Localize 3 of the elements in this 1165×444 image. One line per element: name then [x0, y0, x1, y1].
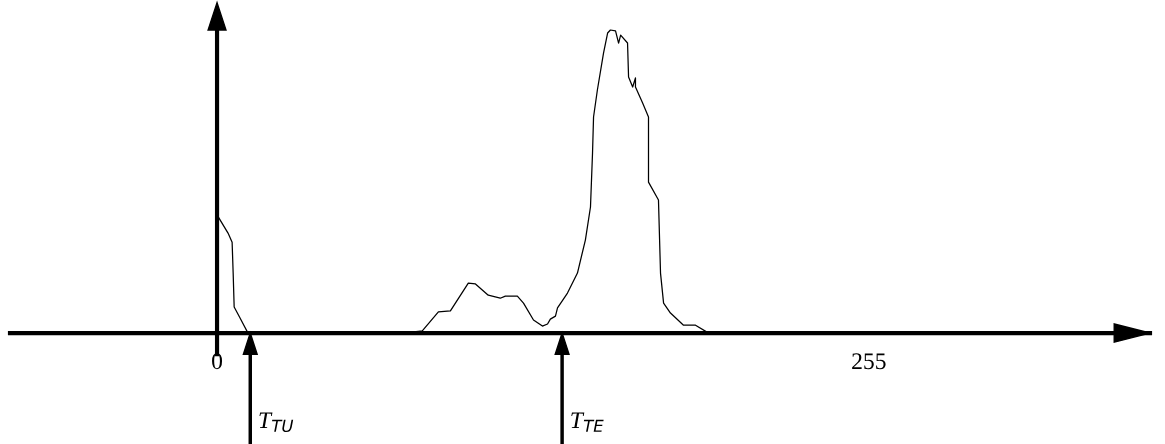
ref-line-label: T$_{TE}$	[571, 412, 604, 432]
ref-line-label: T$_{TU}$	[259, 412, 294, 433]
x-tick-label: 255	[852, 353, 886, 370]
